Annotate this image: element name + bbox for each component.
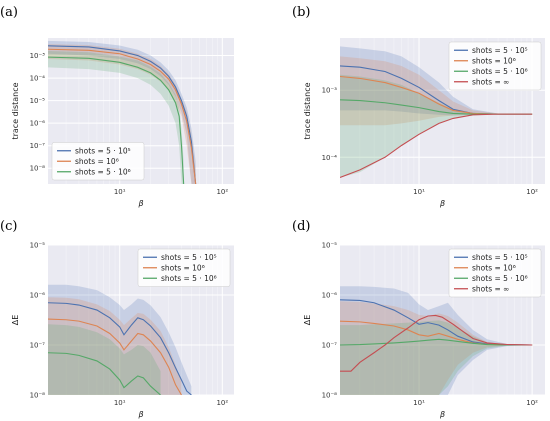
y-tick-label: 10⁻⁶ xyxy=(30,292,46,300)
y-tick-label: 10⁻⁸ xyxy=(322,392,338,400)
y-tick-label: 10⁻⁵ xyxy=(30,242,46,250)
x-tick-label: 10² xyxy=(526,399,538,407)
legend-label: shots = 5 · 10⁶ xyxy=(161,274,217,283)
panel-label: (c) xyxy=(0,219,17,234)
confidence-band xyxy=(48,50,184,184)
y-tick-label: 10⁻⁸ xyxy=(30,392,46,400)
y-tick-label: 10⁻⁶ xyxy=(30,120,46,128)
series-line xyxy=(48,302,192,395)
legend-box xyxy=(137,248,231,287)
y-tick-label: 10⁻⁸ xyxy=(30,165,46,173)
x-axis-label: β xyxy=(439,199,445,208)
plot-area xyxy=(340,286,533,395)
chart-panel-1: (a) 10¹ 10² 10⁻⁸ 10⁻⁷ 10⁻⁶ 10⁻⁵ 10⁻⁴ 10⁻³ β trace … xyxy=(0,5,234,208)
series-line xyxy=(340,113,533,179)
x-tick-label: 10¹ xyxy=(413,399,425,407)
legend-label: shots = 5 · 10⁶ xyxy=(75,167,131,176)
y-axis-label: trace distance xyxy=(11,82,20,139)
y-tick-label: 10⁻⁷ xyxy=(30,142,46,150)
y-tick-label: 10⁻⁷ xyxy=(30,342,46,350)
series-line xyxy=(48,45,197,184)
legend-label: shots = 5 · 10⁶ xyxy=(472,274,528,283)
legend-label: shots = 5 · 10⁵ xyxy=(161,253,217,262)
series-line xyxy=(340,314,533,372)
y-tick-label: 10⁻⁴ xyxy=(322,154,338,162)
legend-label: shots = 10⁶ xyxy=(161,263,205,272)
chart-panel-2: (b) 10¹ 10² 10⁻⁴ 10⁻³ β trace distance shots = … xyxy=(292,5,545,208)
confidence-band xyxy=(340,320,533,395)
panel-label: (b) xyxy=(292,5,310,20)
chart-panel-3: (c) 10¹ 10² 10⁻⁸ 10⁻⁷ 10⁻⁶ 10⁻⁵ β ΔE shots = 5 · … xyxy=(0,219,234,419)
legend-label: shots = ∞ xyxy=(472,284,509,293)
confidence-band xyxy=(48,284,192,395)
legend-label: shots = 5 · 10⁵ xyxy=(472,46,528,55)
plot-area xyxy=(340,46,533,179)
panel-label: (d) xyxy=(292,219,310,234)
legend-label: shots = 10⁶ xyxy=(472,56,516,65)
legend-box xyxy=(51,142,145,181)
x-tick-label: 10² xyxy=(526,188,538,196)
legend-box xyxy=(448,41,542,91)
legend-box xyxy=(448,248,542,298)
confidence-band xyxy=(340,56,533,126)
panel-label: (a) xyxy=(0,5,18,20)
x-axis-label: β xyxy=(439,410,445,419)
x-tick-label: 10¹ xyxy=(114,188,126,196)
y-tick-label: 10⁻⁴ xyxy=(30,75,46,83)
legend-label: shots = 10⁶ xyxy=(472,263,516,272)
series-line xyxy=(48,56,185,184)
x-axis-label: β xyxy=(137,199,143,208)
y-tick-label: 10⁻³ xyxy=(322,87,338,95)
x-tick-label: 10¹ xyxy=(413,188,425,196)
legend-label: shots = 5 · 10⁵ xyxy=(472,253,528,262)
y-axis-label: trace distance xyxy=(303,82,312,139)
series-line xyxy=(48,352,161,395)
x-tick-label: 10² xyxy=(216,399,228,407)
series-line xyxy=(340,338,533,346)
plot-area xyxy=(48,284,192,395)
y-tick-label: 10⁻³ xyxy=(30,52,46,60)
confidence-band xyxy=(48,324,161,395)
y-tick-label: 10⁻⁵ xyxy=(322,242,338,250)
series-line xyxy=(48,48,197,184)
series-line xyxy=(48,318,182,395)
x-tick-label: 10² xyxy=(216,188,228,196)
legend-label: shots = 5 · 10⁵ xyxy=(75,146,131,155)
legend-label: shots = ∞ xyxy=(472,77,509,86)
confidence-band xyxy=(340,286,533,395)
chart-panel-4: (d) 10¹ 10² 10⁻⁸ 10⁻⁷ 10⁻⁶ 10⁻⁵ β ΔE shots = 5 · … xyxy=(292,219,545,419)
y-axis-label: ΔE xyxy=(303,315,312,326)
y-tick-label: 10⁻⁷ xyxy=(322,342,338,350)
y-tick-label: 10⁻⁶ xyxy=(322,292,338,300)
plot-area xyxy=(48,40,197,184)
confidence-band xyxy=(340,74,533,178)
x-tick-label: 10¹ xyxy=(114,399,126,407)
confidence-band xyxy=(340,46,533,116)
y-axis-label: ΔE xyxy=(11,315,20,326)
legend-label: shots = 10⁶ xyxy=(75,157,119,166)
y-tick-label: 10⁻⁵ xyxy=(30,97,46,105)
x-axis-label: β xyxy=(137,410,143,419)
legend-label: shots = 5 · 10⁶ xyxy=(472,67,528,76)
